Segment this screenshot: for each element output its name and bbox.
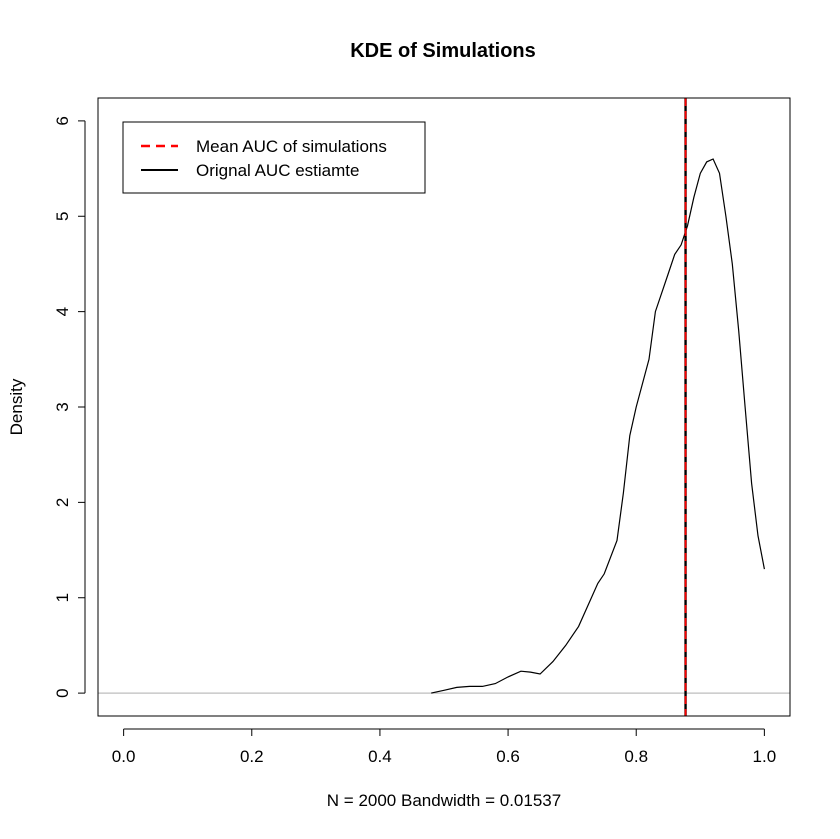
y-tick-label: 0 xyxy=(53,688,72,697)
x-tick-label: 0.0 xyxy=(112,747,136,766)
legend-box xyxy=(122,121,426,194)
y-tick-label: 4 xyxy=(53,307,72,316)
legend: Mean AUC of simulations Orignal AUC esti… xyxy=(122,121,426,194)
x-axis: 0.0 0.2 0.4 0.6 0.8 1.0 xyxy=(112,728,777,766)
x-tick-label: 0.8 xyxy=(624,747,648,766)
chart-title: KDE of Simulations xyxy=(350,40,536,62)
legend-label-original-auc: Orignal AUC estiamte xyxy=(196,161,359,180)
x-tick-label: 0.2 xyxy=(240,747,264,766)
x-axis-label: N = 2000 Bandwidth = 0.01537 xyxy=(327,791,561,810)
y-axis: 0 1 2 3 4 5 6 xyxy=(53,116,86,698)
x-tick-label: 1.0 xyxy=(753,747,777,766)
y-tick-label: 1 xyxy=(53,593,72,602)
x-tick-label: 0.6 xyxy=(496,747,520,766)
y-tick-label: 5 xyxy=(53,212,72,221)
x-tick-label: 0.4 xyxy=(368,747,392,766)
plot-area xyxy=(98,98,790,716)
y-tick-label: 2 xyxy=(53,498,72,507)
y-tick-label: 3 xyxy=(53,402,72,411)
plot-frame xyxy=(97,97,791,717)
y-tick-label: 6 xyxy=(53,116,72,125)
density-line-0 xyxy=(431,158,765,694)
legend-label-mean-auc: Mean AUC of simulations xyxy=(196,137,387,156)
y-axis-label: Density xyxy=(7,378,26,435)
